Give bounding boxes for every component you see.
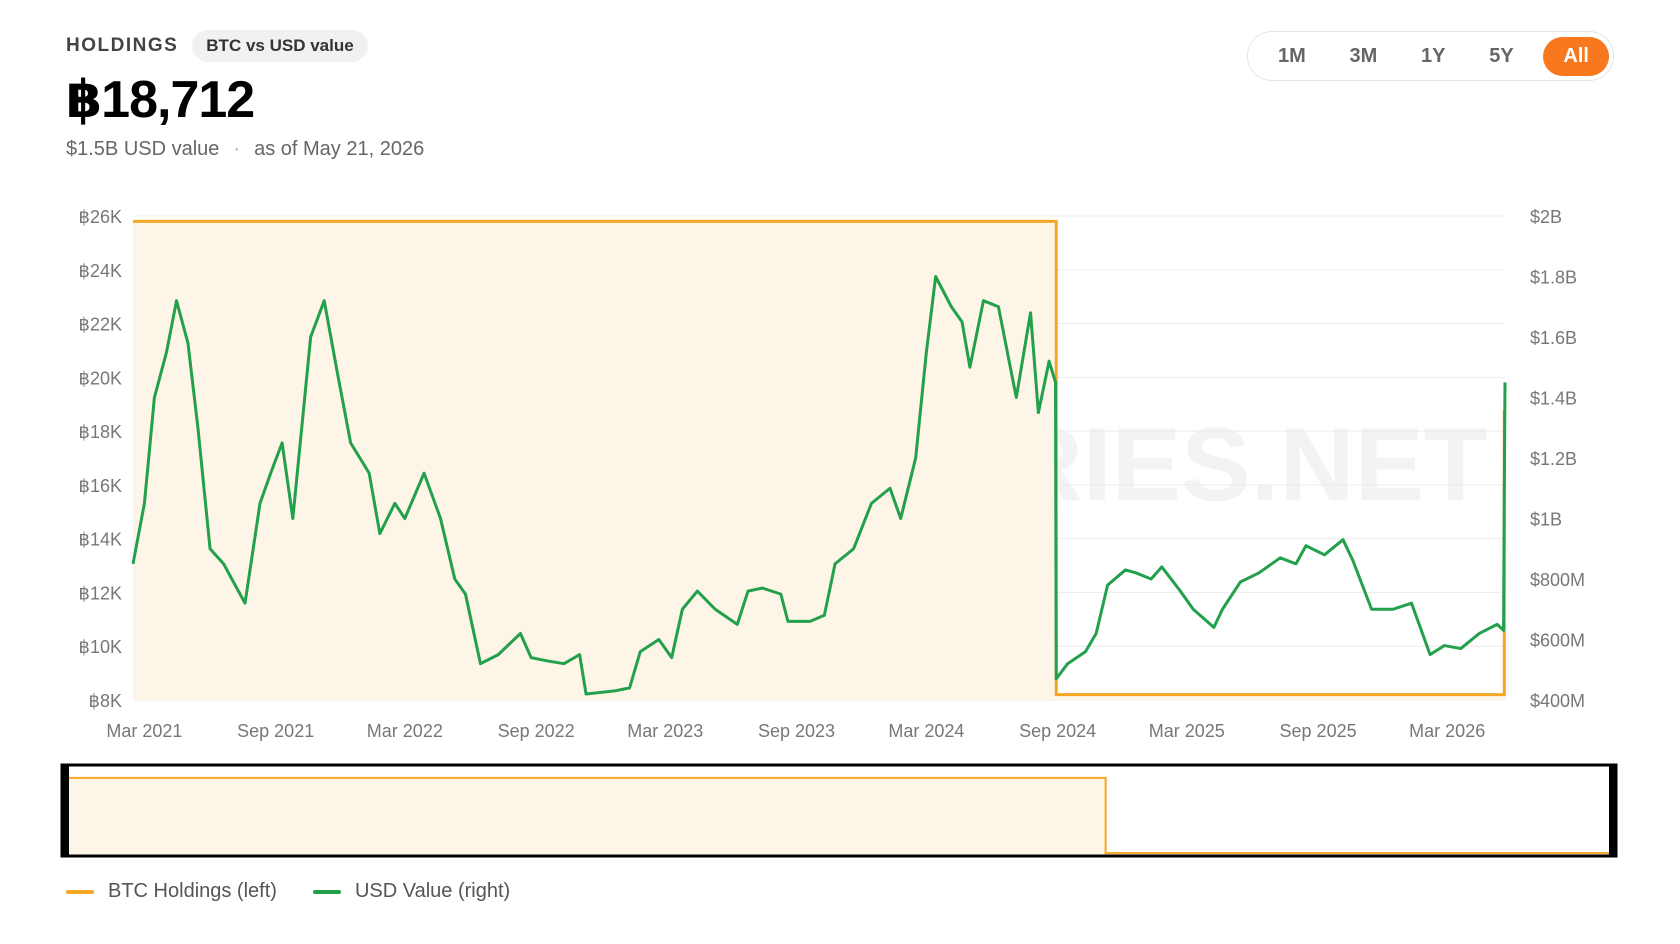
x-tick-label: Sep 2022 — [498, 721, 575, 741]
range-button-all[interactable]: All — [1543, 36, 1609, 76]
holdings-header: HOLDINGS BTC vs USD value ฿18,712 $1.5B … — [66, 30, 424, 161]
btc-legend-swatch — [66, 889, 94, 894]
x-tick-label: Sep 2024 — [1019, 721, 1096, 741]
x-tick-label: Mar 2021 — [106, 721, 182, 741]
legend-item-usd[interactable]: USD Value (right) — [312, 880, 511, 903]
right-tick-label: $2B — [1530, 207, 1562, 227]
range-navigator[interactable] — [60, 763, 1618, 858]
right-tick-label: $1.6B — [1530, 328, 1577, 348]
x-tick-label: Mar 2026 — [1409, 721, 1485, 741]
comparison-pill: BTC vs USD value — [192, 30, 368, 62]
holdings-subtitle: $1.5B USD value · as of May 21, 2026 — [66, 138, 424, 161]
navigator-handle-left[interactable] — [61, 765, 69, 856]
range-button-3m[interactable]: 3M — [1336, 37, 1392, 76]
x-tick-label: Mar 2022 — [367, 721, 443, 741]
left-tick-label: ฿26K — [79, 207, 122, 227]
left-tick-label: ฿22K — [79, 315, 122, 335]
navigator-handle-right[interactable] — [1609, 765, 1617, 856]
left-axis-ticks: ฿8K ฿10K ฿12K ฿14K ฿16K ฿18K ฿20K ฿22K ฿24K ฿26K — [79, 207, 122, 711]
right-tick-label: $400M — [1530, 691, 1585, 711]
navigator-line — [68, 776, 1610, 855]
left-tick-label: ฿12K — [79, 583, 122, 603]
x-tick-label: Mar 2024 — [888, 721, 964, 741]
left-tick-label: ฿10K — [79, 637, 122, 657]
holdings-label: HOLDINGS — [66, 35, 179, 56]
right-tick-label: $1.2B — [1530, 449, 1577, 469]
left-tick-label: ฿24K — [79, 261, 122, 281]
separator-dot: · — [233, 138, 241, 160]
right-tick-label: $600M — [1530, 631, 1585, 651]
navigator-area — [68, 777, 1610, 854]
label-row: HOLDINGS BTC vs USD value — [66, 30, 424, 62]
x-tick-label: Mar 2023 — [627, 721, 703, 741]
usd-value-text: $1.5B USD value — [66, 138, 220, 160]
x-tick-label: Mar 2025 — [1149, 721, 1225, 741]
x-axis-ticks: Mar 2021 Sep 2021 Mar 2022 Sep 2022 Mar 2023… — [106, 721, 1485, 741]
left-tick-label: ฿8K — [89, 691, 122, 711]
usd-value-series — [131, 275, 1507, 696]
range-button-1m[interactable]: 1M — [1264, 37, 1320, 76]
usd-legend-label: USD Value (right) — [354, 880, 511, 902]
as-of-date: as of May 21, 2026 — [254, 138, 425, 160]
x-tick-label: Sep 2025 — [1280, 721, 1357, 741]
left-tick-label: ฿20K — [79, 368, 122, 388]
right-tick-label: $1.4B — [1530, 389, 1577, 409]
left-tick-label: ฿18K — [79, 422, 122, 442]
right-tick-label: $800M — [1530, 570, 1585, 590]
range-button-5y[interactable]: 5Y — [1475, 37, 1527, 76]
x-tick-label: Sep 2023 — [758, 721, 835, 741]
right-tick-label: $1.8B — [1530, 268, 1577, 288]
right-axis-ticks: $400M $600M $800M $1B $1.2B $1.4B $1.6B $1.8B $2… — [1530, 207, 1585, 711]
left-tick-label: ฿16K — [79, 476, 122, 496]
btc-legend-label: BTC Holdings (left) — [108, 880, 277, 902]
x-tick-label: Sep 2021 — [237, 721, 314, 741]
time-range-selector: 1M 3M 1Y 5Y All — [1247, 31, 1614, 81]
right-tick-label: $1B — [1530, 510, 1562, 530]
chart-legend: BTC Holdings (left) USD Value (right) — [66, 880, 510, 903]
btc-holdings-value: ฿18,712 — [66, 71, 255, 129]
usd-legend-swatch — [312, 889, 341, 894]
usd-value-line — [131, 275, 1507, 696]
left-tick-label: ฿14K — [79, 530, 122, 550]
range-button-1y[interactable]: 1Y — [1407, 37, 1459, 76]
legend-item-btc[interactable]: BTC Holdings (left) — [66, 880, 277, 903]
btc-holdings-area — [133, 221, 1505, 700]
